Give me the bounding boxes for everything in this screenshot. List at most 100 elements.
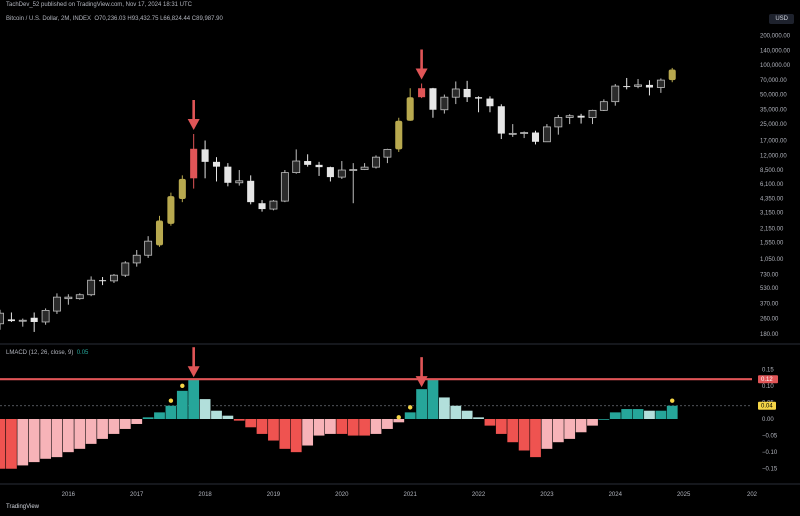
lmacd-bar	[632, 409, 644, 419]
candle-body	[132, 254, 141, 264]
price-tick-label: 1,050.00	[760, 257, 784, 263]
candle-body	[110, 274, 118, 282]
time-tick-label: 2018	[198, 492, 212, 498]
price-tick-label: 6,100.00	[760, 182, 784, 188]
signal-dot	[180, 383, 185, 389]
signal-dot	[168, 398, 174, 403]
lmacd-tick-label: 0.10	[762, 384, 774, 390]
candle-body	[269, 200, 278, 210]
candle-body	[75, 294, 84, 300]
candle-body	[337, 169, 346, 178]
lmacd-bar	[644, 410, 655, 419]
lmacd-tick-label: 0.00	[762, 417, 774, 423]
lmacd-bar	[268, 419, 279, 441]
time-tick-label: 2021	[404, 492, 418, 498]
time-tick-label: 202	[747, 492, 758, 498]
candle-body	[247, 180, 255, 203]
lmacd-bar	[256, 419, 268, 434]
lmacd-tick-label: 0.15	[762, 367, 774, 373]
time-tick-label: 2024	[609, 492, 623, 498]
candle-body	[292, 160, 301, 174]
candle-body	[475, 97, 483, 99]
lmacd-bar	[176, 390, 188, 419]
lmacd-bar	[28, 419, 40, 463]
candle-body	[258, 203, 266, 210]
lmacd-bar	[325, 419, 336, 434]
lmacd-bar	[142, 417, 154, 419]
lmacd-bar	[119, 419, 131, 429]
lmacd-bar	[165, 405, 177, 419]
price-tick-label: 50,000.00	[760, 93, 787, 99]
lmacd-bar	[507, 419, 519, 443]
lmacd-bar	[199, 399, 211, 419]
candle-body	[326, 167, 334, 178]
price-tick-label: 4,350.00	[760, 197, 784, 203]
lmacd-bar	[666, 405, 678, 419]
lmacd-bar	[404, 412, 416, 419]
lmacd-bar	[279, 419, 291, 449]
candle-body	[668, 69, 676, 81]
candle-body	[7, 319, 15, 322]
lmacd-bar	[416, 389, 427, 419]
candle-body	[224, 166, 232, 183]
candle-body	[144, 240, 153, 256]
ohlc-values: O70,236.03 H93,432.75 L66,824.44 C89,987…	[94, 16, 223, 22]
price-tick-label: 530.00	[760, 286, 779, 292]
lmacd-bar	[131, 419, 143, 424]
price-tick-label: 35,000.00	[760, 108, 787, 114]
candle-body	[599, 101, 608, 111]
time-tick-label: 2019	[267, 492, 281, 498]
lmacd-bar	[74, 419, 86, 449]
candle-body	[201, 149, 209, 162]
lmacd-bar	[359, 419, 370, 436]
candle-body	[463, 88, 471, 98]
level-value-label: 0.12	[761, 377, 773, 383]
lmacd-bar	[211, 410, 222, 419]
lmacd-bar	[313, 419, 325, 436]
candle-body	[30, 317, 38, 322]
candle-body	[554, 117, 563, 128]
candle-body	[577, 115, 585, 118]
candle-body	[178, 178, 186, 200]
lmacd-bar	[6, 419, 17, 469]
candle-body	[99, 280, 107, 282]
candle-body	[121, 262, 130, 276]
time-tick-label: 2022	[472, 492, 486, 498]
price-tick-label: 730.00	[760, 273, 779, 279]
time-tick-label: 2023	[540, 492, 554, 498]
lmacd-bar	[564, 419, 576, 439]
price-tick-label: 70,000.00	[760, 78, 787, 84]
lmacd-bar	[393, 419, 405, 423]
candle-body	[87, 279, 96, 296]
candle-body	[440, 96, 449, 111]
lmacd-bar	[541, 419, 553, 449]
candle-body	[634, 84, 642, 87]
candle-body	[429, 88, 437, 110]
lmacd-bar	[450, 405, 462, 419]
tradingview-logo: TradingView	[6, 504, 40, 510]
lmacd-peak-arrow-icon	[415, 357, 428, 388]
lmacd-bar	[17, 419, 29, 466]
candle-body	[0, 312, 4, 325]
candle-body	[315, 164, 323, 168]
price-peak-arrow-icon	[187, 100, 200, 131]
currency-button[interactable]: USD	[769, 14, 794, 24]
time-tick-label: 2016	[62, 492, 76, 498]
price-tick-label: 100,000.00	[760, 63, 791, 69]
lmacd-bar	[427, 379, 439, 419]
lmacd-bar	[51, 419, 63, 458]
lmacd-bar	[85, 419, 97, 444]
price-tick-label: 3,150.00	[760, 210, 784, 216]
candle-body	[520, 132, 529, 134]
price-tick-label: 17,000.00	[760, 139, 787, 145]
level-value-tag	[758, 375, 778, 384]
candle-body	[565, 115, 574, 118]
lmacd-bar	[530, 419, 541, 458]
arrow-head	[187, 119, 200, 131]
lmacd-bar	[97, 419, 108, 439]
lmacd-bar	[62, 419, 74, 453]
candle-body	[349, 169, 358, 171]
candle-body	[623, 86, 631, 88]
